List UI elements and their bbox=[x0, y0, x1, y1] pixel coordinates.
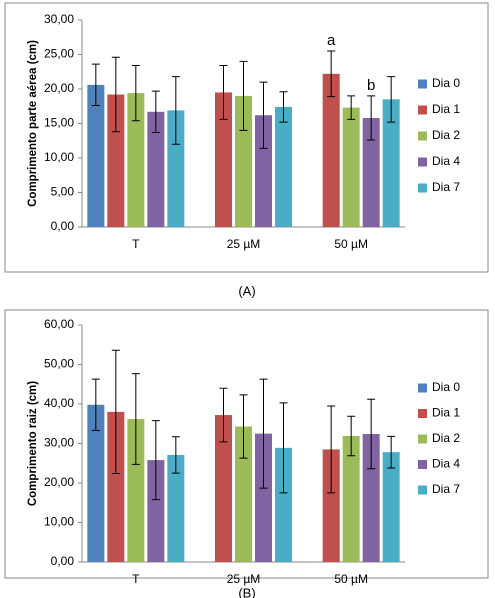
y-tick-label: 30,00 bbox=[44, 12, 74, 26]
bar bbox=[215, 415, 232, 562]
legend-label: Dia 0 bbox=[432, 380, 460, 394]
legend-label: Dia 4 bbox=[432, 457, 460, 471]
bar bbox=[322, 73, 340, 227]
legend-label: Dia 2 bbox=[432, 128, 460, 142]
bar bbox=[362, 117, 380, 227]
legend-swatch bbox=[418, 105, 427, 115]
bar bbox=[147, 111, 165, 227]
bar bbox=[167, 110, 185, 227]
error-bar bbox=[91, 378, 100, 431]
error-bar bbox=[131, 373, 140, 465]
bar bbox=[342, 435, 360, 562]
bar bbox=[87, 404, 105, 562]
bar bbox=[167, 454, 185, 562]
legend-label: Dia 7 bbox=[432, 482, 460, 496]
error-bar bbox=[111, 349, 120, 475]
bar bbox=[342, 107, 360, 227]
bar bbox=[382, 99, 400, 227]
error-bar bbox=[111, 56, 120, 133]
bar bbox=[275, 106, 292, 227]
y-tick-label: 60,00 bbox=[44, 317, 74, 331]
y-tick-label: 40,00 bbox=[44, 396, 74, 410]
legend-swatch bbox=[418, 460, 427, 469]
legend-label: Dia 1 bbox=[432, 406, 460, 420]
error-bar bbox=[327, 50, 336, 98]
legend-swatch bbox=[418, 183, 427, 193]
bar bbox=[322, 449, 340, 562]
bar bbox=[382, 452, 400, 562]
legend-swatch bbox=[418, 485, 427, 495]
y-tick-label: 5,00 bbox=[51, 185, 75, 199]
error-bar bbox=[327, 405, 336, 494]
annotation: a bbox=[327, 32, 336, 49]
y-tick-label: 50,00 bbox=[44, 357, 74, 371]
y-tick-label: 25,00 bbox=[44, 47, 74, 61]
legend-swatch bbox=[418, 131, 427, 141]
legend-swatch bbox=[418, 383, 427, 393]
y-tick-label: 15,00 bbox=[44, 116, 74, 130]
bar bbox=[362, 434, 380, 562]
legend-label: Dia 4 bbox=[432, 154, 460, 168]
bar bbox=[107, 411, 125, 562]
y-tick-label: 30,00 bbox=[44, 436, 74, 450]
error-bar bbox=[91, 63, 100, 107]
y-tick-label: 20,00 bbox=[44, 81, 74, 95]
y-tick-label: 10,00 bbox=[44, 150, 74, 164]
bar bbox=[255, 433, 272, 562]
legend-label: Dia 7 bbox=[432, 180, 460, 194]
error-bar bbox=[279, 91, 288, 123]
error-bar bbox=[151, 90, 160, 133]
error-bar bbox=[347, 95, 356, 120]
bar bbox=[87, 84, 105, 227]
legend-label: Dia 1 bbox=[432, 102, 460, 116]
x-tick-label: 50 µM bbox=[334, 237, 368, 251]
error-bar bbox=[279, 402, 288, 494]
error-bar bbox=[171, 76, 180, 145]
error-bar bbox=[131, 65, 140, 122]
error-bar bbox=[387, 435, 396, 469]
bar bbox=[147, 460, 165, 562]
y-axis-label: Comprimento parte aérea (cm) bbox=[27, 40, 39, 207]
error-bar bbox=[219, 387, 228, 443]
error-bar bbox=[219, 65, 228, 120]
annotation: b bbox=[367, 77, 375, 94]
error-bar bbox=[367, 95, 376, 141]
error-bar bbox=[259, 378, 268, 489]
caption: (A) bbox=[238, 283, 255, 298]
legend-swatch bbox=[418, 434, 427, 444]
error-bar bbox=[347, 415, 356, 457]
error-bar bbox=[151, 420, 160, 501]
legend-label: Dia 0 bbox=[432, 76, 460, 90]
y-tick-label: 0,00 bbox=[51, 219, 75, 233]
error-bar bbox=[367, 398, 376, 470]
legend-swatch bbox=[418, 409, 427, 418]
x-tick-label: 25 µM bbox=[227, 237, 261, 251]
bar bbox=[275, 447, 292, 562]
bar bbox=[127, 93, 145, 227]
y-axis-label: Comprimento raiz (cm) bbox=[27, 381, 39, 506]
y-tick-label: 20,00 bbox=[44, 475, 74, 489]
error-bar bbox=[259, 81, 268, 149]
error-bar bbox=[171, 436, 180, 474]
error-bar bbox=[387, 76, 396, 123]
y-tick-label: 10,00 bbox=[44, 515, 74, 529]
bar bbox=[235, 95, 252, 228]
bar bbox=[235, 426, 252, 562]
bar bbox=[107, 94, 125, 228]
caption: (B) bbox=[238, 585, 255, 598]
y-tick-label: 0,00 bbox=[51, 554, 75, 568]
error-bar bbox=[239, 60, 248, 131]
x-tick-label: T bbox=[132, 572, 140, 586]
x-tick-label: 25 µM bbox=[227, 572, 261, 586]
legend-swatch bbox=[418, 79, 427, 89]
bar bbox=[127, 419, 145, 562]
error-bar bbox=[239, 394, 248, 459]
x-tick-label: 50 µM bbox=[334, 572, 368, 586]
bar bbox=[215, 92, 232, 227]
bar bbox=[255, 115, 272, 227]
x-tick-label: T bbox=[132, 237, 140, 251]
legend-label: Dia 2 bbox=[432, 431, 460, 445]
legend-swatch bbox=[418, 157, 427, 167]
